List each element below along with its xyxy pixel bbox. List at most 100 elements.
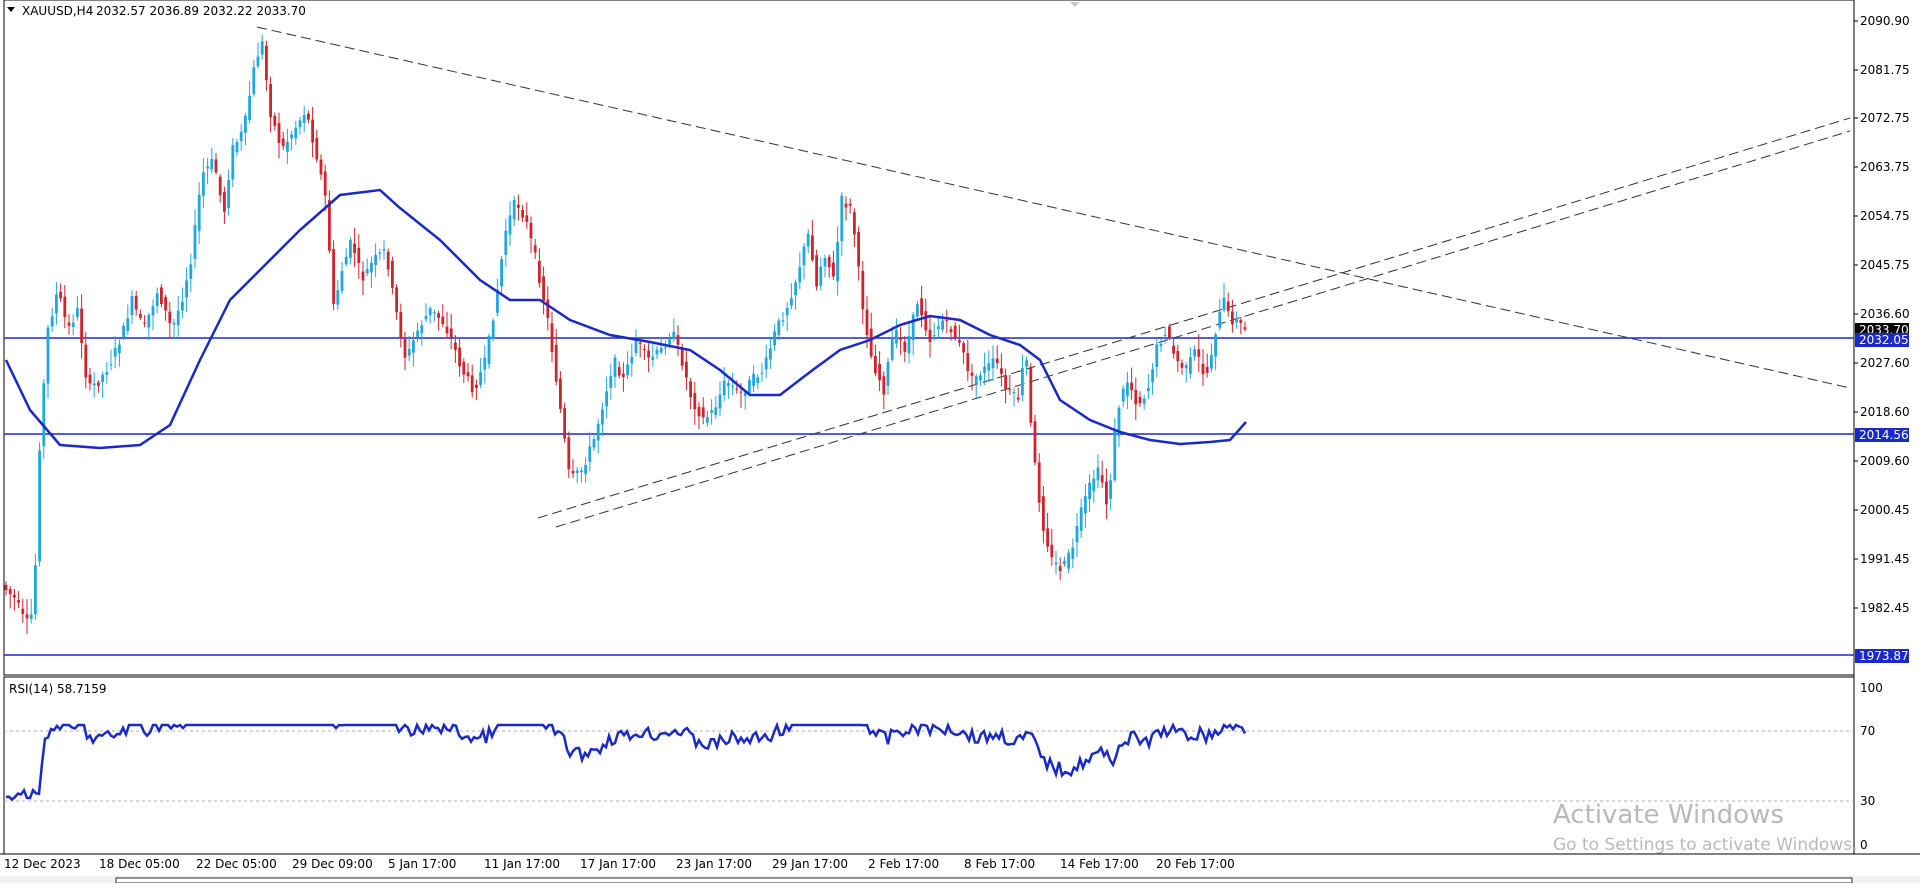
candle-body bbox=[827, 256, 831, 268]
candle-body bbox=[521, 209, 524, 218]
candle-body bbox=[777, 320, 781, 336]
candle-body bbox=[235, 142, 239, 153]
candle-body bbox=[374, 254, 377, 265]
candle-body bbox=[139, 313, 142, 318]
candle-body bbox=[588, 446, 592, 462]
trend-lines[interactable] bbox=[256, 26, 1851, 528]
panel-toggle-icon[interactable] bbox=[7, 7, 15, 12]
ascending-trendline-lower[interactable] bbox=[555, 130, 1851, 528]
candle-body bbox=[819, 266, 823, 286]
candle-body bbox=[722, 380, 726, 396]
candle-body bbox=[1214, 334, 1217, 357]
candle-body bbox=[685, 361, 688, 378]
time-label: 29 Dec 09:00 bbox=[292, 857, 373, 871]
candle-body bbox=[155, 293, 159, 306]
candle-body bbox=[1105, 481, 1108, 505]
candle-body bbox=[160, 287, 163, 305]
candle-body bbox=[974, 375, 978, 385]
svg-text:1973.87: 1973.87 bbox=[1859, 649, 1909, 663]
rsi-scale-label: 70 bbox=[1860, 724, 1875, 738]
candle-body bbox=[122, 325, 125, 338]
candle-body bbox=[1092, 478, 1096, 492]
candle-body bbox=[538, 260, 541, 283]
rsi-scale: 100 70 30 0 bbox=[1860, 681, 1883, 852]
candle-body bbox=[294, 127, 298, 139]
candle-body bbox=[848, 203, 852, 206]
candle-body bbox=[697, 406, 701, 417]
candle-body bbox=[1197, 349, 1201, 357]
svg-text:2009.60: 2009.60 bbox=[1860, 454, 1910, 468]
candle-body bbox=[1058, 566, 1062, 572]
scrollbar-thumb[interactable] bbox=[115, 877, 1853, 884]
candle-body bbox=[798, 267, 802, 283]
rsi-label: RSI(14) 58.7159 bbox=[9, 682, 107, 696]
time-label: 18 Dec 05:00 bbox=[99, 857, 180, 871]
candle-body bbox=[260, 41, 264, 55]
candle-body bbox=[1037, 462, 1041, 503]
ascending-trendline-upper[interactable] bbox=[537, 117, 1851, 519]
candle-body bbox=[756, 377, 760, 384]
candle-body bbox=[995, 358, 999, 364]
candle-body bbox=[701, 407, 705, 418]
candle-body bbox=[1226, 301, 1230, 312]
candle-body bbox=[193, 225, 197, 259]
candle-body bbox=[869, 328, 873, 357]
candle-body bbox=[890, 338, 894, 360]
candle-body bbox=[928, 329, 932, 343]
scroll-marker-icon[interactable] bbox=[1070, 2, 1080, 7]
svg-text:2014.56: 2014.56 bbox=[1859, 428, 1909, 442]
candle-body bbox=[1117, 407, 1121, 437]
candle-body bbox=[1088, 482, 1091, 500]
candle-body bbox=[416, 330, 419, 338]
price-tick: 1991.45 bbox=[1854, 552, 1910, 566]
candle-body bbox=[466, 372, 470, 377]
svg-text:2090.90: 2090.90 bbox=[1860, 14, 1910, 28]
candle-body bbox=[428, 308, 432, 316]
rsi-scale-label: 30 bbox=[1860, 794, 1875, 808]
candle-body bbox=[861, 270, 865, 310]
candle-body bbox=[227, 180, 230, 209]
rsi-scale-label: 100 bbox=[1860, 681, 1883, 695]
candle-body bbox=[748, 379, 751, 393]
candle-body bbox=[168, 311, 172, 324]
candle-body bbox=[542, 276, 545, 302]
candle-body bbox=[273, 115, 277, 126]
candle-body bbox=[680, 347, 684, 366]
candle-body bbox=[319, 159, 323, 175]
price-tick: 2000.45 bbox=[1854, 503, 1910, 517]
candle-body bbox=[1016, 397, 1020, 400]
candle-body bbox=[21, 608, 25, 615]
svg-text:2081.75: 2081.75 bbox=[1860, 63, 1910, 77]
candle-body bbox=[895, 329, 898, 344]
time-label: 14 Feb 17:00 bbox=[1060, 857, 1139, 871]
descending-trendline[interactable] bbox=[256, 26, 1851, 389]
candle-body bbox=[105, 372, 109, 375]
time-label: 29 Jan 17:00 bbox=[772, 857, 848, 871]
candle-body bbox=[365, 269, 369, 274]
candle-body bbox=[932, 335, 936, 337]
price-tick: 2027.60 bbox=[1854, 356, 1910, 370]
candle-body bbox=[1084, 496, 1087, 514]
candle-body bbox=[1075, 526, 1079, 543]
candle-body bbox=[811, 235, 814, 261]
candle-body bbox=[210, 159, 214, 170]
candle-body bbox=[517, 204, 520, 208]
price-axis: 2090.90 2081.75 2072.75 2063.75 2054.75 … bbox=[1854, 14, 1910, 615]
price-tick: 2054.75 bbox=[1854, 209, 1910, 223]
candle-body bbox=[496, 289, 499, 313]
candle-body bbox=[315, 137, 319, 160]
candle-body bbox=[1071, 547, 1075, 560]
candle-body bbox=[958, 340, 961, 343]
ohlc-values: 2032.57 2036.89 2032.22 2033.70 bbox=[96, 4, 306, 18]
candle-body bbox=[475, 384, 478, 388]
candle-body bbox=[533, 245, 537, 253]
time-label: 23 Jan 17:00 bbox=[676, 857, 752, 871]
candle-body bbox=[802, 246, 806, 266]
candle-body bbox=[218, 176, 222, 196]
candle-body bbox=[172, 322, 176, 325]
candle-body bbox=[865, 309, 869, 336]
candle-body bbox=[945, 319, 949, 321]
candle-body bbox=[1168, 326, 1171, 338]
